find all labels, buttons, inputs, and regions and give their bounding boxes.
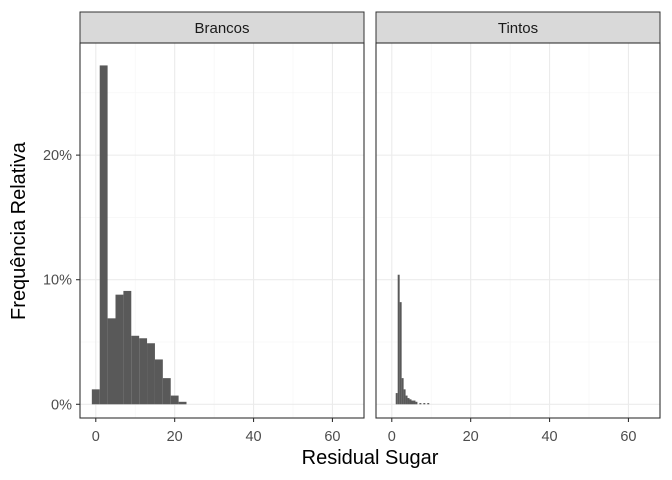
- histogram-bar: [178, 401, 187, 405]
- histogram-bar: [427, 403, 430, 405]
- histogram-bar: [147, 343, 155, 405]
- histogram-bar: [409, 399, 412, 405]
- x-tick-label: 60: [620, 429, 636, 445]
- facet-brancos: Brancos: [79, 11, 365, 419]
- x-axis-tintos: 0 20 40 60: [388, 418, 637, 445]
- y-tick-label: 0%: [51, 397, 72, 413]
- histogram-bar: [413, 400, 416, 405]
- histogram-bar: [397, 274, 400, 405]
- histogram-bar: [91, 389, 100, 405]
- facet-tintos: Tintos: [375, 11, 661, 419]
- y-tick-label: 10%: [43, 273, 72, 289]
- histogram-bar: [115, 294, 124, 405]
- histogram-bar: [399, 302, 402, 405]
- x-tick-label: 0: [388, 429, 396, 445]
- grid-tintos: [376, 43, 660, 418]
- bars-tintos: [395, 274, 430, 405]
- facet-strip-tintos: [375, 11, 661, 44]
- x-axis-brancos: 0 20 40 60: [92, 418, 341, 445]
- x-axis-title: Residual Sugar: [302, 447, 439, 469]
- histogram-bar: [162, 378, 171, 405]
- x-tick-label: 40: [245, 429, 261, 445]
- histogram-bar: [154, 359, 163, 405]
- histogram-bar: [419, 403, 422, 405]
- y-tick-label: 20%: [43, 148, 72, 164]
- histogram-bar: [407, 398, 410, 405]
- panel-border-brancos: [79, 42, 365, 419]
- facet-strip-brancos: [79, 11, 365, 44]
- histogram-bar: [415, 401, 418, 405]
- histogram-bar: [99, 65, 108, 405]
- facet-label-tintos: Tintos: [498, 20, 538, 37]
- x-tick-label: 0: [92, 429, 100, 445]
- histogram-bar: [395, 393, 398, 405]
- y-axis-title: Frequência Relativa: [8, 141, 30, 320]
- histogram-bar: [107, 318, 116, 405]
- histogram-bar: [170, 395, 179, 405]
- histogram-bar: [423, 403, 426, 405]
- x-tick-label: 20: [167, 429, 183, 445]
- histogram-bar: [123, 290, 132, 405]
- x-tick-label: 40: [541, 429, 557, 445]
- y-axis: 0% 10% 20%: [43, 148, 80, 413]
- histogram-bar: [405, 395, 408, 405]
- histogram-bar: [411, 400, 414, 405]
- facet-label-brancos: Brancos: [194, 20, 249, 37]
- bars-brancos: [91, 65, 187, 405]
- x-tick-label: 60: [324, 429, 340, 445]
- x-tick-label: 20: [463, 429, 479, 445]
- panel-background: [376, 43, 660, 418]
- histogram-bar: [131, 335, 140, 405]
- histogram-bar: [139, 338, 148, 405]
- histogram-bar: [403, 389, 406, 405]
- panel-border-tintos: [375, 42, 661, 419]
- histogram-bar: [401, 378, 404, 405]
